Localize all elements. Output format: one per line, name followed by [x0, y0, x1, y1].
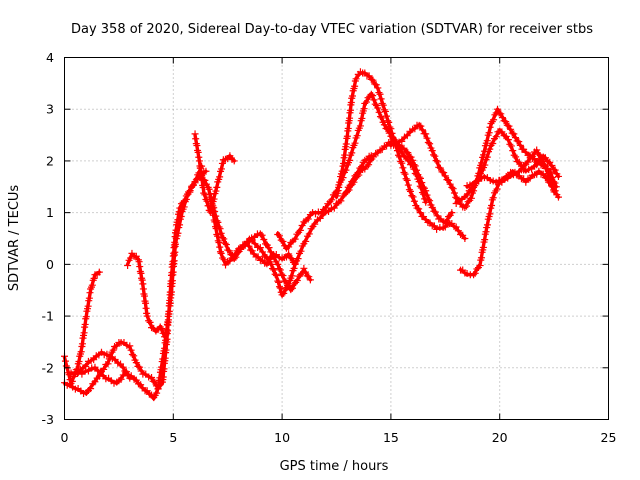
data-point: [85, 288, 95, 297]
series-trace: [125, 252, 167, 339]
series-trace: [247, 154, 374, 298]
x-tick-label: 15: [383, 430, 399, 445]
y-axis-label: SDTVAR / TECUs: [7, 185, 22, 292]
x-axis-label: GPS time / hours: [280, 459, 389, 474]
y-tick-label: 1: [46, 205, 54, 220]
chart-title: Day 358 of 2020, Sidereal Day-to-day VTE…: [71, 22, 593, 37]
y-tick-label: 0: [46, 257, 54, 272]
series-14: [456, 167, 563, 279]
series-10: [273, 90, 430, 253]
series-16: [462, 145, 559, 197]
tick-labels: 0 5 10 15 20 25 -3 -2 -1 0 1 2 3 4: [42, 50, 617, 445]
series-6: [190, 129, 239, 217]
data-layer: [60, 67, 563, 402]
axis-ticks: [64, 57, 609, 420]
x-tick-label: 20: [492, 430, 508, 445]
grid: [64, 57, 609, 420]
y-tick-label: -2: [42, 360, 54, 375]
series-4: [73, 348, 134, 383]
x-tick-label: 0: [61, 430, 69, 445]
data-point: [61, 357, 70, 366]
y-tick-label: -1: [42, 309, 54, 324]
x-tick-label: 5: [169, 430, 177, 445]
series-1: [60, 268, 104, 388]
data-point: [191, 134, 200, 143]
data-point: [194, 153, 203, 162]
plot-frame: [64, 57, 609, 420]
series-5: [123, 249, 169, 341]
y-tick-label: 3: [46, 102, 54, 117]
y-tick-label: -3: [42, 412, 54, 427]
y-tick-label: 2: [46, 153, 54, 168]
x-tick-label: 10: [274, 430, 290, 445]
data-point: [190, 129, 200, 138]
series-3: [66, 167, 211, 402]
series-2: [60, 162, 206, 398]
series-8: [206, 193, 315, 294]
data-point: [123, 261, 132, 270]
data-point: [215, 243, 224, 252]
y-tick-label: 4: [46, 50, 54, 65]
x-tick-label: 25: [601, 430, 617, 445]
